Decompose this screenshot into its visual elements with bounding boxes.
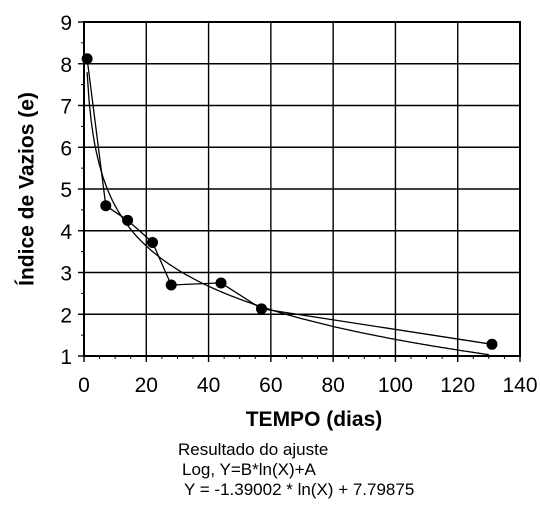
- y-tick-label: 5: [60, 179, 72, 202]
- data-point: [256, 303, 268, 315]
- y-tick-label: 8: [60, 54, 72, 77]
- y-tick-label: 2: [60, 304, 72, 327]
- data-connecting-line: [86, 58, 493, 345]
- x-tick-label: 140: [502, 374, 537, 397]
- y-tick-label: 3: [60, 263, 72, 286]
- data-point: [122, 214, 134, 226]
- fit-result-equation: Y = -1.39002 * ln(X) + 7.79875: [184, 480, 415, 499]
- data-point: [81, 53, 93, 65]
- fit-curve: [86, 72, 489, 356]
- y-tick-label: 4: [60, 221, 72, 244]
- x-tick-label: 0: [78, 374, 90, 397]
- y-tick-label: 6: [60, 137, 72, 160]
- y-axis-ticks: 1 2 3 4 5 6 7 8 9: [60, 12, 84, 369]
- data-point: [165, 279, 177, 291]
- data-point: [215, 277, 227, 289]
- y-tick-label: 9: [60, 12, 72, 35]
- data-point: [100, 200, 112, 212]
- x-tick-label: 100: [378, 374, 413, 397]
- fit-result-box: Resultado do ajuste Log, Y=B*ln(X)+A Y =…: [168, 440, 508, 500]
- data-point: [486, 338, 498, 350]
- data-points: [81, 53, 498, 350]
- x-axis-label: TEMPO (dias): [246, 408, 383, 431]
- x-tick-label: 40: [197, 374, 220, 397]
- y-axis-label: Índice de Vazios (e): [15, 92, 38, 286]
- fit-result-title: Resultado do ajuste: [178, 440, 329, 459]
- y-tick-label: 7: [60, 96, 72, 119]
- grid-lines: [83, 21, 521, 357]
- x-tick-label: 80: [321, 374, 344, 397]
- x-tick-label: 120: [440, 374, 475, 397]
- data-point: [147, 236, 159, 248]
- chart: 0 20 40 60 80 100 120 140 1 2 3 4 5 6 7 8 9 TEMPO (dias…: [15, 12, 538, 431]
- x-tick-label: 20: [135, 374, 158, 397]
- y-tick-label: 1: [60, 346, 72, 369]
- x-tick-label: 60: [259, 374, 282, 397]
- fit-result-model: Log, Y=B*ln(X)+A: [182, 460, 316, 479]
- x-axis-ticks: 0 20 40 60 80 100 120 140: [78, 356, 538, 397]
